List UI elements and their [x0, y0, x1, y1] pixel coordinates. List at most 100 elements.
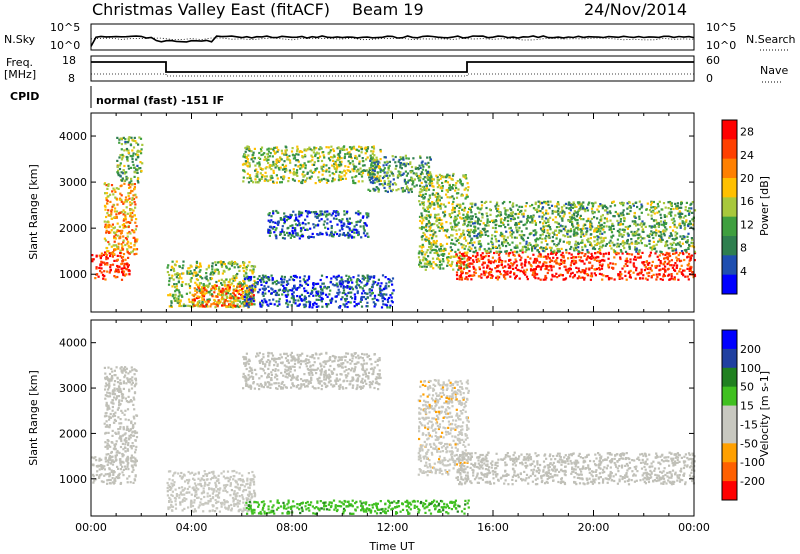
echo-cell [411, 177, 414, 180]
echo-cell [619, 270, 622, 274]
echo-cell [636, 230, 639, 233]
echo-cell [178, 302, 181, 305]
echo-cell [379, 175, 382, 178]
echo-cell [603, 209, 607, 212]
echo-cell [314, 153, 317, 156]
echo-cell [375, 186, 378, 189]
echo-cell [611, 266, 614, 269]
echo-cell [381, 300, 384, 303]
echo-cell [379, 179, 382, 182]
echo-cell [468, 231, 471, 234]
echo-cell [336, 210, 339, 214]
echo-cell [481, 257, 485, 260]
echo-cell [427, 178, 430, 181]
echo-cell [683, 228, 686, 231]
echo-cell [636, 233, 639, 236]
echo-cell [598, 242, 601, 245]
echo-cell [578, 259, 581, 262]
echo-cell [562, 256, 565, 259]
echo-cell [503, 200, 506, 204]
echo-cell [311, 163, 314, 166]
echo-cell [453, 217, 456, 220]
echo-cell [237, 289, 240, 292]
echo-cell [226, 292, 230, 295]
echo-cell [340, 160, 343, 163]
echo-cell [638, 217, 641, 221]
echo-cell [565, 206, 568, 210]
echo-cell [195, 278, 198, 281]
echo-cell [572, 259, 575, 262]
echo-cell [121, 156, 124, 159]
echo-cell [357, 169, 360, 172]
echo-cell [125, 225, 128, 228]
echo-cell [656, 202, 659, 206]
echo-cell [491, 275, 494, 278]
echo-cell [538, 261, 541, 264]
echo-cell [509, 275, 512, 278]
echo-cell [375, 156, 378, 159]
echo-cell [264, 171, 267, 174]
echo-cell [126, 251, 129, 254]
echo-cell [109, 193, 112, 196]
echo-cell [581, 248, 584, 252]
echo-cell [477, 227, 480, 230]
echo-cell [293, 157, 297, 160]
echo-cell [683, 224, 686, 227]
echo-cell [377, 190, 380, 193]
echo-cell [251, 156, 254, 159]
echo-cell [575, 248, 579, 252]
echo-cell [495, 215, 498, 218]
echo-cell [569, 203, 572, 206]
echo-cell [532, 207, 535, 210]
echo-cell [127, 244, 130, 248]
echo-cell [555, 272, 558, 275]
echo-cell [526, 216, 529, 219]
echo-cell [118, 167, 122, 171]
echo-cell [473, 271, 476, 274]
echo-cell [494, 260, 497, 263]
echo-cell [409, 179, 412, 182]
echo-cell [434, 241, 437, 244]
echo-cell [419, 265, 422, 268]
echo-cell [501, 221, 504, 224]
echo-cell [442, 229, 445, 232]
echo-cell [576, 277, 579, 280]
echo-cell [292, 178, 295, 181]
echo-cell [636, 205, 639, 209]
echo-cell [488, 220, 491, 223]
echo-cell [175, 276, 178, 279]
echo-cell [239, 297, 242, 300]
echo-cell [220, 265, 224, 268]
echo-cell [597, 236, 600, 239]
echo-cell [477, 257, 480, 260]
echo-cell [125, 175, 128, 178]
echo-cell [219, 300, 222, 303]
echo-cell [393, 182, 396, 185]
echo-cell [259, 301, 262, 304]
echo-cell [401, 188, 404, 191]
echo-cell [182, 272, 185, 275]
echo-cell [103, 237, 106, 240]
echo-cell [205, 303, 208, 306]
echo-cell [295, 171, 299, 174]
echo-cell [680, 264, 683, 267]
echo-cell [634, 234, 637, 237]
echo-cell [362, 225, 365, 228]
echo-cell [690, 207, 693, 210]
echo-cell [495, 276, 498, 279]
echo-cell [337, 213, 340, 217]
echo-cell [269, 152, 272, 155]
echo-cell [613, 204, 617, 207]
echo-cell [466, 213, 469, 216]
echo-cell [607, 278, 611, 281]
echo-cell [627, 200, 631, 204]
echo-cell [478, 266, 481, 269]
echo-cell [539, 237, 542, 240]
echo-cell [303, 174, 307, 177]
echo-cell [583, 208, 586, 211]
echo-cell [105, 255, 108, 259]
echo-cell [327, 157, 331, 160]
echo-cell [251, 271, 254, 274]
echo-cell [329, 289, 332, 292]
echo-cell [336, 159, 339, 162]
